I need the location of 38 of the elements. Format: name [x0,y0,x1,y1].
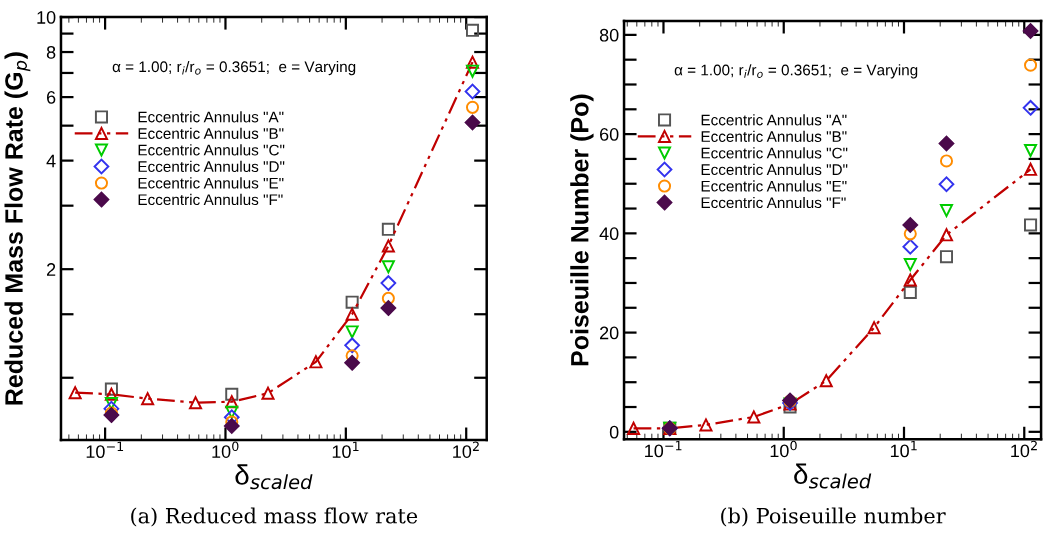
x-tick-label: 10$^{2}$ [453,441,479,458]
legend-label: Eccentric Annulus "A" [701,114,847,126]
y-tick-label: 4 [46,154,56,168]
legend-label: Eccentric Annulus "A" [138,111,284,123]
legend-label: Eccentric Annulus "D" [138,160,285,173]
y-tick-label: 40 [599,227,619,241]
legend-label: Eccentric Annulus "E" [701,180,847,192]
x-axis-title: δ$_{scaled}$ [794,463,872,489]
annotation: α = 1.00; r$_{i}$/r$_{o}$ = 0.3651; e = Varying [112,60,356,76]
y-tick-label: 0 [609,425,619,439]
x-tick-label: 10$^{0}$ [770,440,797,458]
legend-label: Eccentric Annulus "C" [138,144,285,156]
legend-label: Eccentric Annulus "F" [701,196,846,209]
legend-label: Eccentric Annulus "F" [138,193,283,206]
y-tick-label: 10 [37,11,56,24]
x-tick-label: 10$^{1}$ [332,441,359,459]
annotation: α = 1.00; r$_{i}$/r$_{o}$ = 0.3651; e = Varying [674,64,918,79]
x-tick-label: 10$^{−1}$ [645,440,682,458]
text: (a) Reduced mass flow rate [131,507,418,527]
y-tick-label: 6 [47,91,56,104]
x-tick-label: 10$^{0}$ [212,441,239,458]
legend-label: Eccentric Annulus "D" [701,163,848,176]
text: (b) Poiseuille number [721,507,946,527]
x-tick-label: 10$^{−1}$ [86,441,124,459]
x-axis-title: δ$_{scaled}$ [235,464,313,490]
y-axis-title: Poiseuille Number (Po) [570,94,594,366]
y-tick-label: 2 [46,263,56,276]
x-tick-label: 10$^{1}$ [890,440,917,458]
y-tick-label: 80 [599,28,619,42]
x-tick-label: 10$^{2}$ [1011,440,1037,458]
legend-label: Eccentric Annulus "B" [138,127,284,139]
y-tick-label: 60 [600,128,619,141]
y-tick-label: 8 [46,45,56,59]
legend-label: Eccentric Annulus "E" [138,177,284,189]
legend-label: Eccentric Annulus "C" [701,147,848,159]
y-tick-label: 20 [600,326,619,340]
y-axis-title: Reduced Mass Flow Rate (G$_{p}$) [4,52,31,405]
legend-label: Eccentric Annulus "B" [701,130,847,142]
